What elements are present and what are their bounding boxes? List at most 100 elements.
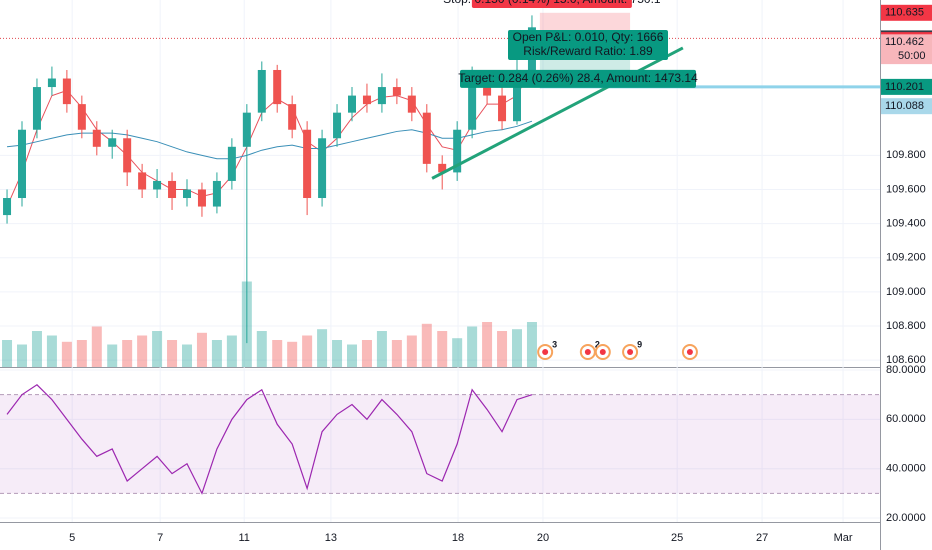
candle-body bbox=[513, 69, 521, 122]
volume-bar bbox=[376, 331, 387, 367]
x-tick-label: 18 bbox=[452, 532, 464, 544]
target-label: Target: 0.284 (0.26%) 28.4, Amount: 1473… bbox=[458, 71, 698, 85]
volume-bar bbox=[317, 329, 328, 367]
trendline bbox=[431, 46, 684, 180]
rsi-band bbox=[0, 394, 880, 494]
volume-bar bbox=[437, 331, 448, 367]
price-badge-label: 110.462 bbox=[885, 36, 924, 48]
volume-bar bbox=[122, 340, 133, 367]
volume-bar bbox=[17, 344, 27, 367]
price-badge bbox=[881, 34, 932, 51]
x-tick-label: Mar bbox=[834, 532, 853, 544]
x-tick-label: 13 bbox=[325, 532, 337, 544]
candle-body bbox=[92, 129, 101, 147]
countdown: 50:00 bbox=[898, 50, 926, 62]
price-badge bbox=[881, 4, 932, 21]
y-tick-label: 108.800 bbox=[886, 320, 926, 332]
volume-bar bbox=[512, 329, 522, 367]
candle-body bbox=[18, 129, 26, 199]
candle-body bbox=[498, 95, 507, 122]
candle-body bbox=[212, 180, 221, 207]
y-tick-label: 109.400 bbox=[886, 218, 926, 230]
candle-body bbox=[123, 138, 132, 173]
y-tick-label: 109.600 bbox=[886, 183, 926, 195]
event-dot bbox=[599, 349, 606, 355]
candle-body bbox=[32, 87, 41, 130]
candle-body bbox=[407, 95, 416, 113]
volume-bar bbox=[421, 323, 432, 367]
price-badge-label: 110.201 bbox=[885, 81, 924, 93]
volume-bar bbox=[467, 326, 478, 367]
candle-body bbox=[108, 138, 117, 147]
pnl-label: Open P&L: 0.010, Qty: 1666 bbox=[513, 30, 664, 44]
x-tick-label: 20 bbox=[537, 532, 549, 544]
volume-bar bbox=[31, 331, 42, 367]
candle-body bbox=[377, 87, 386, 105]
candle-body bbox=[468, 78, 477, 130]
volume-bar bbox=[361, 340, 372, 367]
rsi-tick-label: 60.0000 bbox=[886, 413, 926, 425]
volume-bar bbox=[91, 326, 102, 367]
volume-bar bbox=[272, 340, 283, 367]
event-dot bbox=[542, 349, 549, 355]
candle-body bbox=[77, 104, 86, 130]
event-dot bbox=[627, 349, 634, 355]
rsi-tick-label: 20.0000 bbox=[886, 512, 926, 524]
price-badge-label: 110.088 bbox=[885, 100, 924, 112]
event-dot bbox=[686, 349, 693, 355]
stop-label-box bbox=[471, 0, 632, 8]
candle-body bbox=[257, 69, 266, 113]
rsi-tick-label: 80.0000 bbox=[886, 364, 926, 376]
volume-bar bbox=[332, 340, 343, 367]
pnl-box bbox=[508, 30, 668, 60]
candle-body bbox=[453, 129, 462, 173]
stop-label: Stop: 0.150 (0.14%) 15.0, Amount: 750.1 bbox=[443, 0, 661, 6]
volume-bar bbox=[182, 344, 192, 367]
candle-body bbox=[422, 112, 431, 164]
event-dot bbox=[584, 349, 591, 355]
candle-body bbox=[242, 112, 251, 147]
candle-body bbox=[138, 172, 147, 190]
volume-bar bbox=[76, 340, 87, 367]
candle-body bbox=[273, 69, 282, 105]
volume-bar bbox=[256, 331, 267, 367]
candle-body bbox=[183, 189, 191, 199]
candle-body bbox=[303, 129, 312, 199]
candle-body bbox=[47, 78, 56, 88]
event-label: 2 bbox=[595, 339, 600, 349]
event-label: 3 bbox=[552, 339, 557, 349]
candle-body bbox=[362, 95, 371, 105]
candle-body bbox=[333, 112, 342, 139]
volume-bar bbox=[226, 335, 237, 367]
candle-body bbox=[348, 95, 356, 113]
volume-bar bbox=[526, 322, 537, 367]
y-tick-label: 109.000 bbox=[886, 286, 926, 298]
candle-body bbox=[227, 146, 236, 181]
x-tick-label: 11 bbox=[238, 532, 249, 544]
volume-bar bbox=[61, 341, 72, 367]
candle-body bbox=[392, 87, 401, 96]
volume-bar bbox=[152, 331, 163, 367]
volume-bar bbox=[107, 344, 118, 367]
candle-body bbox=[3, 198, 12, 216]
volume-bar bbox=[497, 331, 508, 367]
volume-bar bbox=[2, 340, 13, 367]
x-tick-label: 5 bbox=[69, 532, 75, 544]
rsi-line bbox=[6, 384, 533, 495]
candle-body bbox=[438, 163, 447, 173]
x-tick-label: 27 bbox=[756, 532, 768, 544]
x-tick-label: 7 bbox=[157, 532, 163, 544]
volume-bar bbox=[452, 338, 463, 367]
volume-bar bbox=[46, 335, 57, 367]
target-label-box bbox=[460, 69, 696, 88]
x-tick-label: 25 bbox=[671, 532, 683, 544]
candle-body bbox=[168, 180, 177, 199]
candle-body bbox=[288, 104, 297, 130]
event-label: 9 bbox=[637, 339, 642, 349]
candle-body bbox=[153, 180, 162, 190]
price-badge bbox=[881, 78, 932, 95]
volume-bar bbox=[211, 340, 222, 367]
candle-body bbox=[62, 78, 71, 105]
volume-bar bbox=[347, 344, 357, 367]
